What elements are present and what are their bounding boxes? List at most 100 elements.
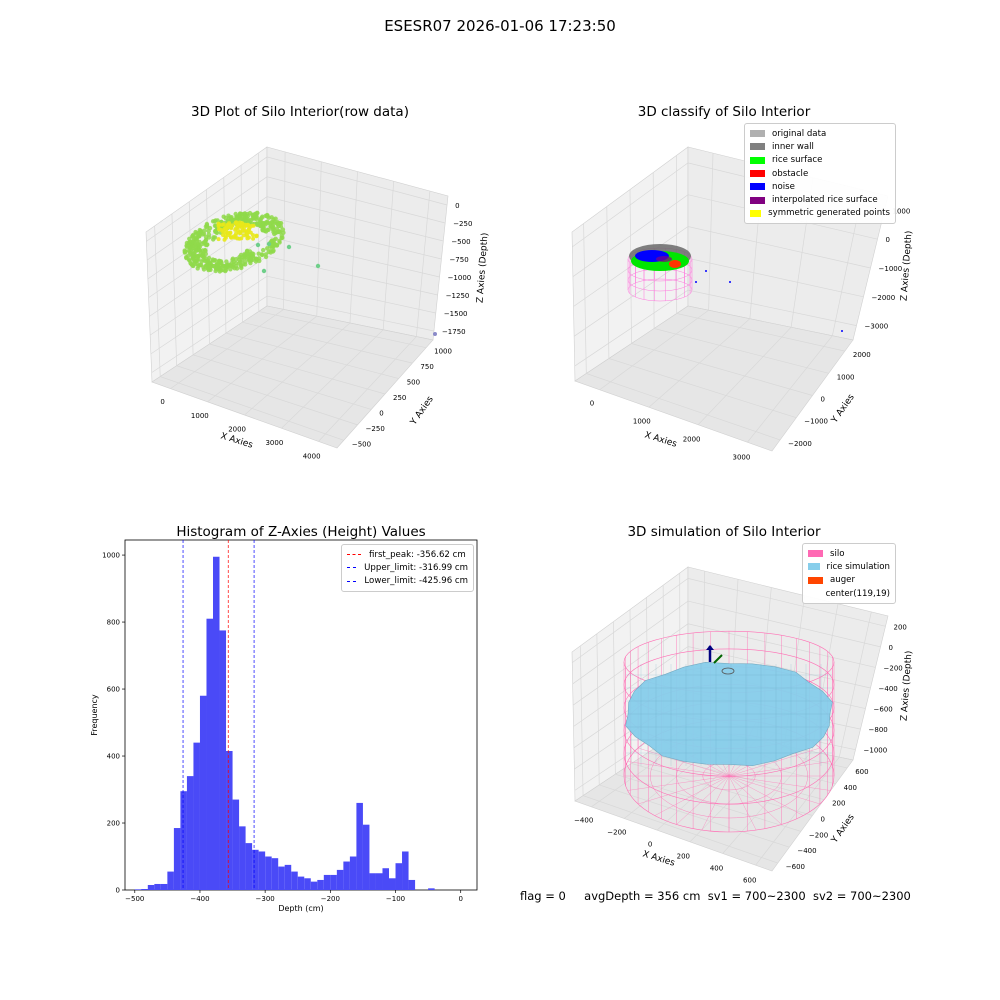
y-tick-label: 600 (855, 768, 868, 776)
y-axis-label: Y Axies (408, 394, 436, 427)
z-tick-label: −1750 (442, 328, 466, 336)
y-tick-label: 1000 (102, 552, 120, 560)
outlier-point (266, 241, 272, 247)
gridline (171, 213, 358, 426)
histogram-bar (310, 881, 318, 890)
y-tick-label: −400 (797, 847, 816, 855)
scatter-point (241, 233, 246, 238)
noise-point (729, 281, 731, 283)
scatter-point (254, 234, 259, 239)
x-tick-label: 2000 (228, 425, 246, 433)
histogram-bar (323, 874, 331, 890)
simulation-plot-title: 3D simulation of Silo Interior (627, 524, 821, 540)
gridline (244, 171, 358, 416)
scatter-point (262, 221, 267, 226)
legend-swatch (750, 183, 765, 191)
scatter-point (222, 237, 227, 242)
legend-swatch (750, 156, 765, 164)
y-tick-label: 400 (844, 784, 857, 792)
histogram-bar (186, 776, 194, 890)
histogram-bar (173, 828, 181, 890)
scatter-point (276, 229, 281, 234)
gridline (574, 289, 857, 367)
histogram-bar (147, 884, 155, 890)
gridline (606, 206, 797, 419)
x-tick-label: −400 (190, 895, 209, 903)
outlier-point (255, 242, 261, 248)
histogram-bar (141, 889, 148, 890)
histogram-legend: first_peak: -356.62 cm Upper_limit: -316.… (341, 544, 474, 592)
gridline (599, 153, 714, 391)
scatter-point (198, 262, 204, 268)
histogram-bar (402, 851, 409, 890)
center-marker (721, 667, 735, 675)
histogram-bar (154, 883, 161, 890)
legend-item: center(119,19) (808, 587, 890, 600)
histogram-bar (408, 879, 416, 890)
x-tick-label: −500 (125, 895, 144, 903)
gridline (170, 151, 286, 389)
scatter-point (243, 259, 248, 264)
gridline (676, 155, 845, 352)
histogram-bar (206, 618, 213, 890)
scatter-point (244, 251, 249, 257)
x-tick-label: 4000 (303, 453, 321, 461)
scatter-point (270, 242, 275, 247)
histogram-bar (271, 858, 279, 890)
legend-swatch (750, 209, 762, 217)
histogram-bar (278, 866, 285, 890)
scatter-point (239, 211, 245, 217)
scatter-point (237, 223, 242, 228)
histogram-bar (245, 843, 253, 890)
z-tick-label: 1000 (893, 207, 911, 215)
gridline (596, 633, 790, 848)
histogram-bar (369, 873, 376, 890)
z-tick-label: −1000 (864, 747, 888, 755)
scatter-point (202, 240, 207, 245)
scatter-point (216, 224, 221, 229)
status-footer: flag = 0 avgDepth = 356 cm sv1 = 700~230… (520, 889, 911, 903)
scatter-point (249, 256, 254, 262)
scatter-point (269, 215, 274, 220)
z-tick-label: −800 (869, 726, 888, 734)
scatter-point (258, 219, 263, 225)
z-tick-label: −200 (884, 664, 903, 672)
scatter-point (223, 267, 229, 272)
scatter-point (197, 248, 202, 253)
scatter-point (256, 251, 261, 256)
y-axis-label: Frequency (90, 694, 99, 736)
histogram-bar (219, 630, 227, 890)
y-tick-label: −500 (352, 440, 371, 448)
scatter-point (202, 228, 207, 233)
x-tick-label: 0 (458, 895, 462, 903)
scatter-point (194, 248, 199, 254)
x-tick-label: −200 (607, 828, 626, 836)
pane-floor (151, 305, 434, 449)
y-tick-label: −600 (786, 863, 805, 871)
scatter-point (190, 234, 195, 239)
scatter-point (272, 231, 277, 237)
x-tick-label: −100 (386, 895, 405, 903)
histogram-bar (180, 791, 187, 890)
histogram-bar (395, 863, 403, 890)
legend-swatch (808, 563, 820, 571)
classify-legend: original data inner wall rice surface obsta… (744, 123, 896, 225)
scatter-point (191, 256, 196, 261)
gridline (207, 161, 322, 403)
scatter-point (182, 249, 188, 254)
z-tick-label: 0 (455, 202, 459, 210)
legend-item: first_peak: -356.62 cm (347, 548, 468, 561)
gridline (281, 181, 395, 429)
scatter-point (261, 247, 266, 253)
scatter-point (244, 223, 249, 227)
outlier-point (286, 244, 292, 250)
histogram-bar (199, 695, 207, 890)
scatter-point (246, 227, 251, 232)
y-tick-label: 250 (393, 394, 406, 402)
pane-floor (574, 305, 854, 452)
scatter-point (234, 231, 238, 236)
scatter-point (190, 252, 195, 258)
gridline (573, 226, 871, 307)
y-tick-label: 0 (821, 396, 825, 404)
gridline (151, 295, 435, 373)
